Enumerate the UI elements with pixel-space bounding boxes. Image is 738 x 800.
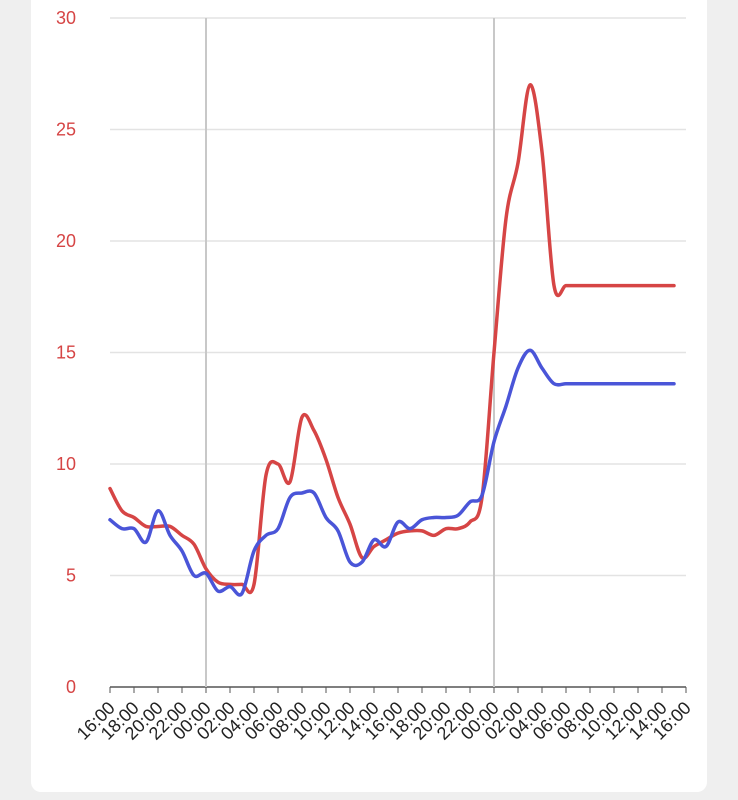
y-tick-label: 15 <box>56 343 76 363</box>
y-tick-label: 0 <box>66 677 76 697</box>
chart-card <box>31 0 707 792</box>
y-tick-label: 10 <box>56 454 76 474</box>
y-tick-label: 30 <box>56 8 76 28</box>
series-line-red <box>108 83 676 595</box>
y-tick-label: 5 <box>66 566 76 586</box>
series-line-blue <box>108 348 676 597</box>
y-tick-label: 20 <box>56 231 76 251</box>
y-tick-label: 25 <box>56 120 76 140</box>
